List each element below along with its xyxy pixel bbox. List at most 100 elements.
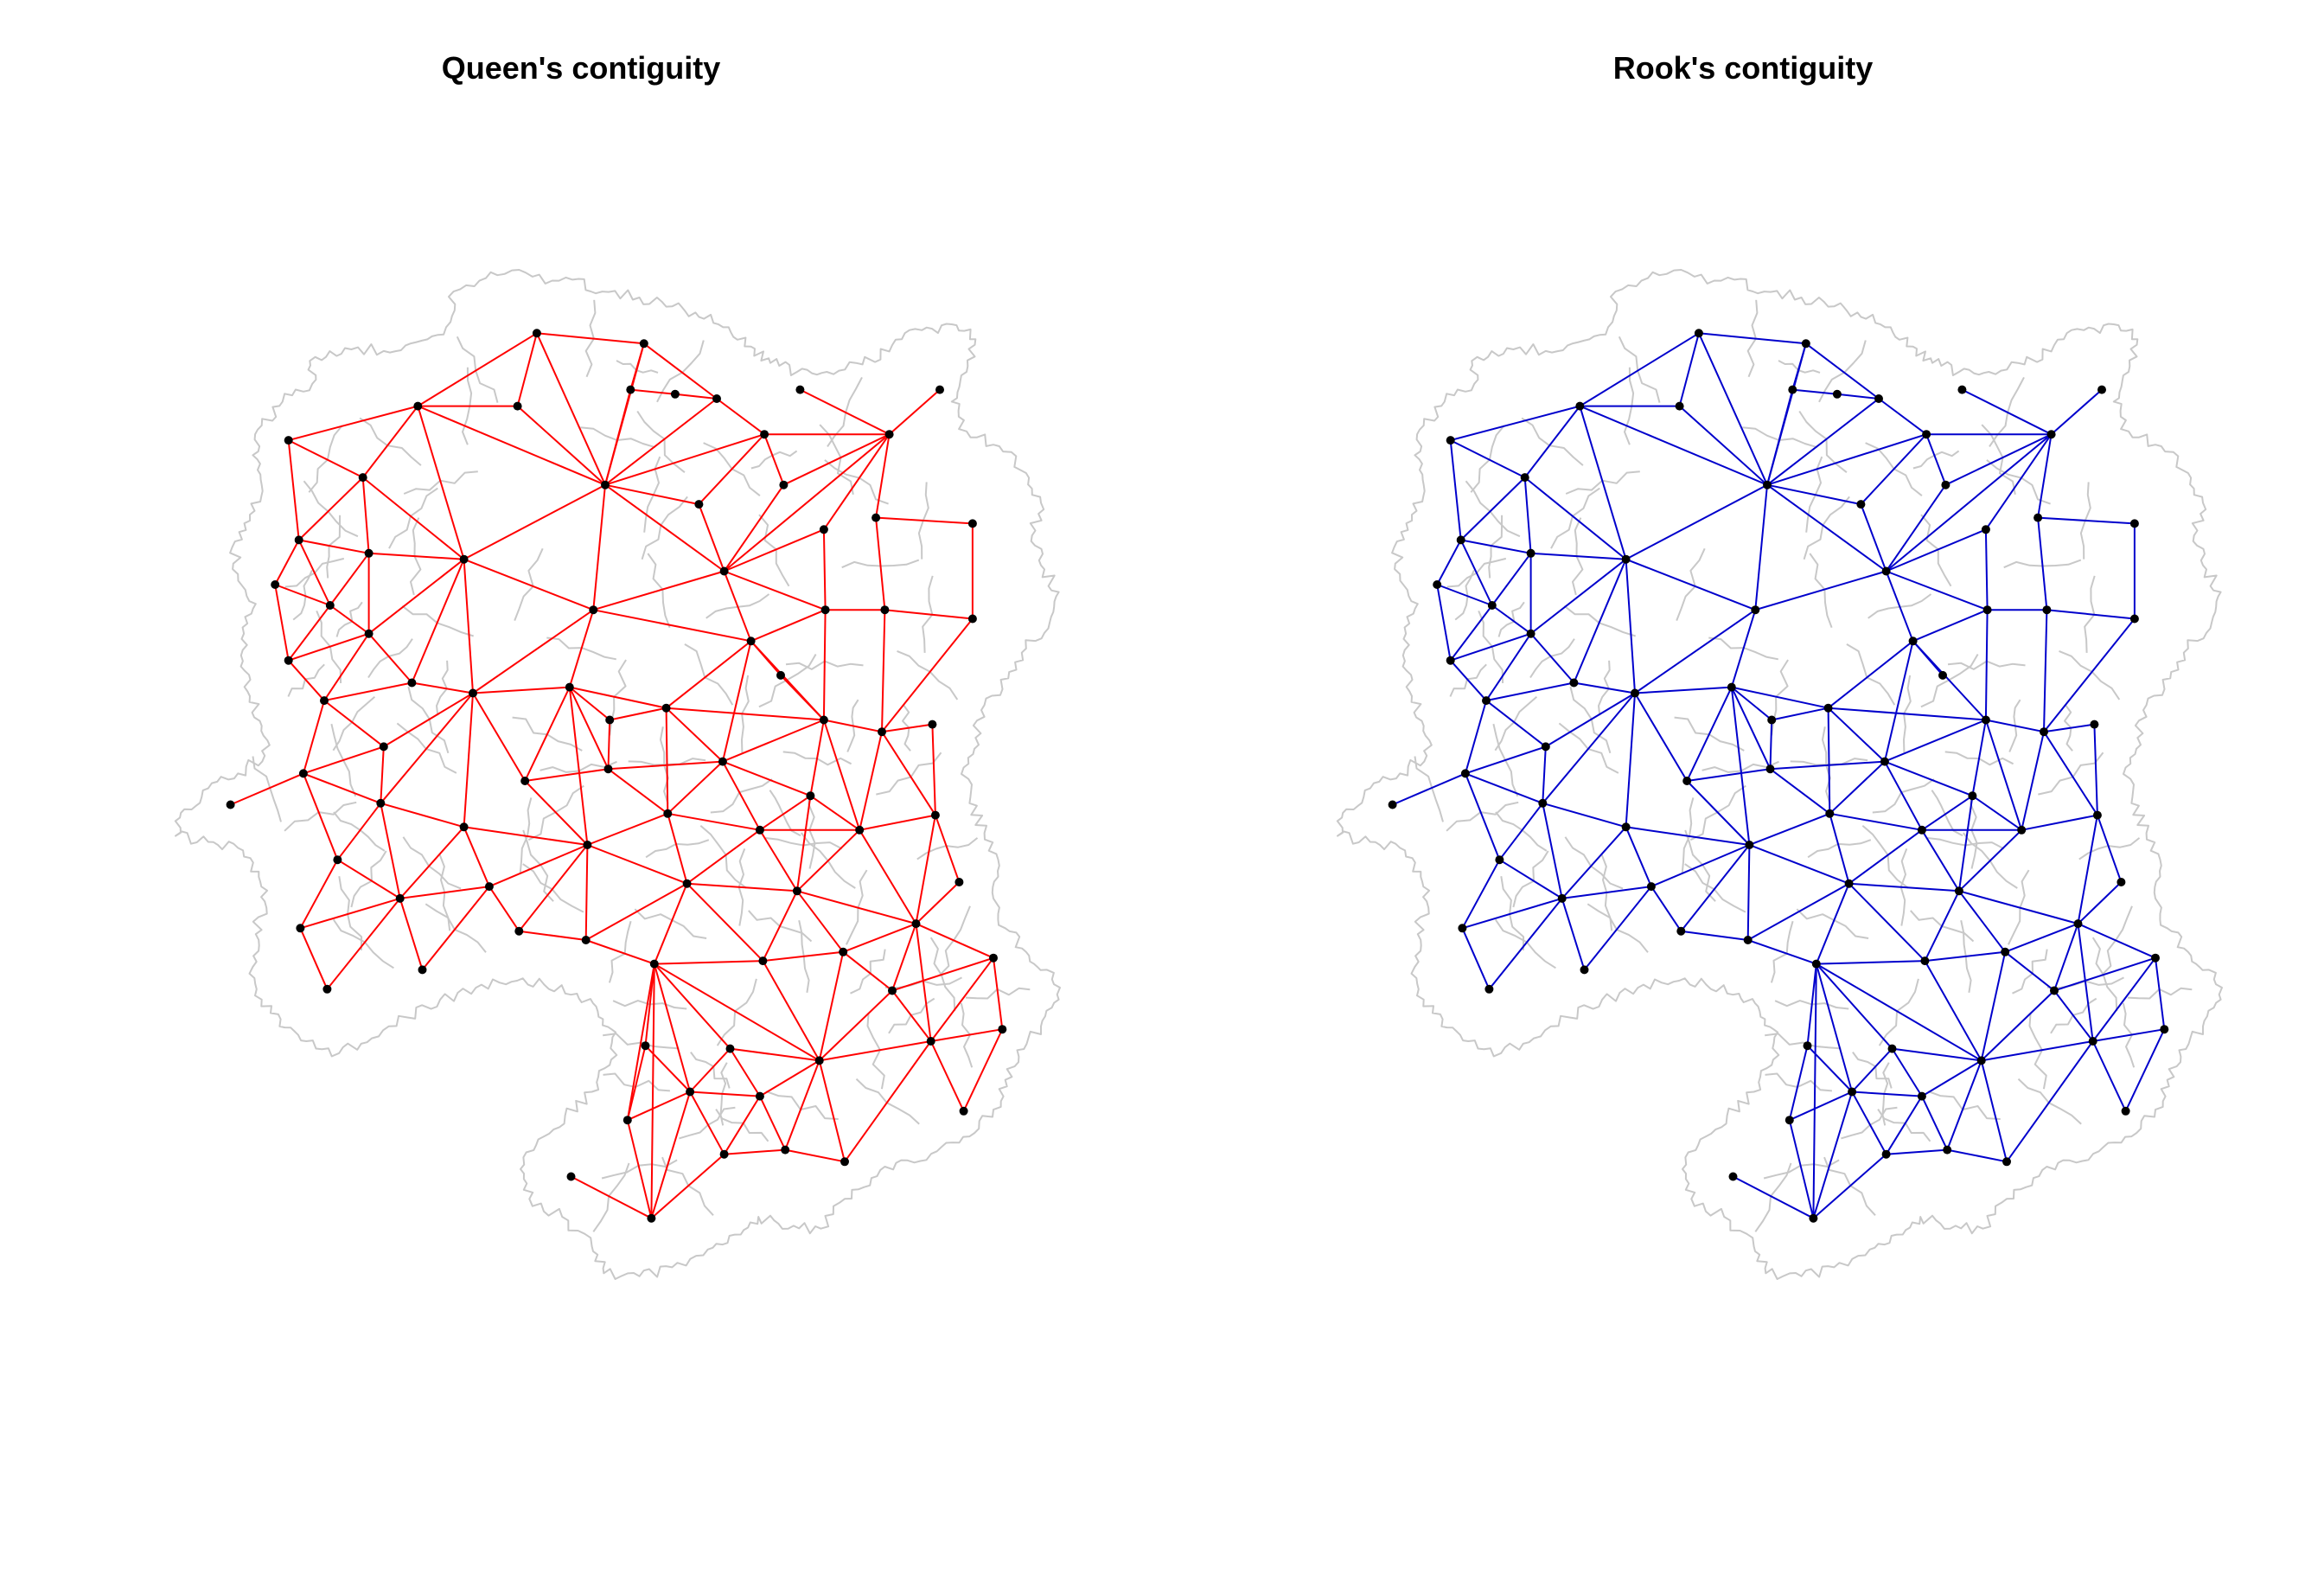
queen-centroid-node xyxy=(670,389,680,399)
rook-centroid-node xyxy=(1943,1145,1952,1155)
rook-contiguity-link xyxy=(1485,700,1547,748)
queen-centroid-node xyxy=(407,678,417,688)
rook-contiguity-link xyxy=(1827,640,1914,709)
queen-contiguity-link xyxy=(412,681,474,694)
queen-contiguity-link xyxy=(569,686,610,721)
rook-centroid-node xyxy=(1856,500,1866,509)
rook-contiguity-link xyxy=(2155,957,2166,1030)
rook-contiguity-links xyxy=(1392,332,2166,1219)
queen-centroid-node xyxy=(284,436,293,445)
rook-contiguity-link xyxy=(1465,745,1547,775)
rook-contiguity-link xyxy=(1883,641,1914,762)
rook-contiguity-link xyxy=(1766,398,1880,486)
queen-contiguity-link xyxy=(723,433,891,573)
rook-contiguity-link xyxy=(1542,802,1626,828)
queen-contiguity-link xyxy=(367,558,465,635)
rook-contiguity-link xyxy=(2053,989,2094,1042)
rook-centroid-node xyxy=(1880,757,1889,766)
rook-contiguity-link xyxy=(1829,760,1886,815)
rook-contiguity-link xyxy=(2021,731,2045,831)
rook-contiguity-link xyxy=(1827,707,1831,814)
queen-contiguity-link xyxy=(519,930,586,941)
rook-contiguity-link xyxy=(1961,388,2053,436)
rook-contiguity-link xyxy=(1730,687,1751,846)
rook-contiguity-network xyxy=(1336,269,2223,1280)
rook-centroid-node xyxy=(1982,605,1992,615)
queen-contiguity-link xyxy=(516,405,606,486)
queen-centroid-node xyxy=(296,924,305,933)
queen-contiguity-link xyxy=(809,720,825,796)
queen-contiguity-link xyxy=(288,405,418,442)
rook-contiguity-link xyxy=(1459,539,1493,606)
rook-contiguity-link xyxy=(1981,989,2055,1062)
rook-centroid-node xyxy=(1743,936,1753,944)
rook-centroid-node xyxy=(1541,742,1550,752)
rook-centroid-node xyxy=(1745,841,1754,849)
rook-contiguity-link xyxy=(1561,886,1652,899)
rook-contiguity-link xyxy=(1816,960,1925,965)
queen-contiguity-link xyxy=(518,844,589,932)
queen-contiguity-link xyxy=(667,813,688,884)
queen-contiguity-link xyxy=(362,477,465,560)
queen-contiguity-link xyxy=(626,1119,653,1219)
rook-centroid-node xyxy=(1938,670,1947,680)
rook-contiguity-link xyxy=(1625,558,1756,611)
queen-contiguity-link xyxy=(380,746,385,803)
queen-contiguity-link xyxy=(653,963,692,1092)
queen-contiguity-link xyxy=(287,604,331,662)
queen-contiguity-link xyxy=(686,828,761,885)
rook-contiguity-link xyxy=(1925,950,2006,963)
queen-contiguity-link xyxy=(298,539,369,554)
rook-contiguity-link xyxy=(1450,439,1526,478)
rook-contiguity-link xyxy=(1827,707,1886,763)
rook-centroid-node xyxy=(2116,878,2126,886)
queen-centroid-node xyxy=(601,480,610,489)
rook-contiguity-link xyxy=(1788,1119,1815,1219)
queen-centroid-node xyxy=(663,809,673,818)
rook-centroid-node xyxy=(2097,385,2106,394)
queen-contiguity-link xyxy=(842,951,893,992)
queen-contiguity-link xyxy=(891,956,994,992)
queen-contiguity-link xyxy=(644,1045,691,1093)
rook-centroid-node xyxy=(1526,629,1536,638)
rook-contiguity-link xyxy=(1491,604,1532,635)
rook-contiguity-link xyxy=(1733,1175,1814,1219)
queen-contiguity-link xyxy=(784,1060,820,1150)
queen-centroid-node xyxy=(682,879,692,888)
rook-contiguity-link xyxy=(1461,927,1491,990)
queen-contiguity-link xyxy=(653,883,688,964)
queen-contiguity-link xyxy=(665,640,752,709)
queen-centroid-node xyxy=(322,984,332,994)
queen-centroid-node xyxy=(649,959,659,969)
rook-contiguity-link xyxy=(2043,731,2098,816)
rook-contiguity-link xyxy=(1815,963,1854,1092)
rook-contiguity-link xyxy=(1449,439,1462,541)
queen-centroid-node xyxy=(959,1106,968,1116)
queen-contiguity-link xyxy=(627,1091,691,1122)
queen-centroid-node xyxy=(298,769,308,778)
rook-contiguity-link xyxy=(1529,633,1575,684)
queen-contiguity-link xyxy=(525,768,609,782)
rook-contiguity-link xyxy=(1851,1091,1887,1155)
queen-centroid-node xyxy=(513,401,522,411)
rook-contiguity-link xyxy=(1985,433,2053,530)
rook-contiguity-link xyxy=(1884,719,1987,763)
rook-contiguity-link xyxy=(1686,687,1733,782)
rook-contiguity-link xyxy=(1755,570,1887,611)
queen-contiguity-link xyxy=(472,609,594,694)
queen-contiguity-link xyxy=(723,1096,761,1155)
rook-contiguity-link xyxy=(1730,609,1757,688)
rook-centroid-node xyxy=(1788,385,1797,394)
queen-centroid-node xyxy=(878,727,886,737)
queen-contiguity-link xyxy=(383,692,474,748)
queen-contiguity-link xyxy=(592,484,606,611)
rook-contiguity-link xyxy=(1884,761,1923,831)
rook-study-area-outline xyxy=(1336,269,2223,1280)
queen-contiguity-link xyxy=(288,439,364,478)
rook-contiguity-link xyxy=(2021,814,2098,831)
queen-contiguity-link xyxy=(417,332,538,407)
queen-contiguity-link xyxy=(323,681,412,702)
queen-contiguity-link xyxy=(819,1040,931,1062)
queen-contiguity-link xyxy=(604,483,725,573)
queen-contiguity-link xyxy=(884,609,974,620)
